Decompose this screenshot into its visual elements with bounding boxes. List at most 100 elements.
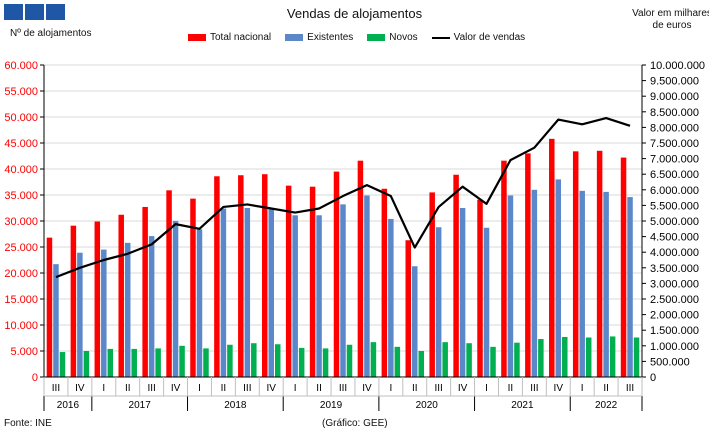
bar-existentes — [148, 236, 155, 377]
x-tick-label: IV — [75, 383, 85, 394]
x-tick-label: II — [221, 383, 227, 394]
bar-novos — [585, 337, 592, 377]
x-tick-label: I — [389, 383, 392, 394]
bar-novos — [490, 346, 496, 377]
bar-novos — [346, 344, 353, 377]
bar-novos — [298, 347, 305, 377]
bar-total-nacional — [357, 160, 364, 377]
bar-novos — [322, 348, 329, 377]
legend-label-existentes: Existentes — [307, 32, 354, 43]
legend-swatch-novos — [367, 34, 386, 41]
logo-square-1 — [4, 4, 23, 20]
y-tick-label: 20.000 — [4, 268, 38, 280]
logo-square-3 — [46, 4, 65, 20]
y2-tick-label: 6.000.000 — [650, 185, 699, 197]
x-tick-label: III — [147, 383, 155, 394]
bar-existentes — [627, 197, 633, 377]
bar-total-nacional — [429, 192, 435, 377]
legend: Total nacional Existentes Novos Valor de… — [188, 32, 525, 43]
y2-tick-label: 9.000.000 — [650, 91, 699, 103]
x-tick-label: II — [125, 383, 131, 394]
year-label: 2022 — [595, 400, 618, 411]
bar-total-nacional — [405, 240, 412, 377]
bar-novos — [394, 346, 401, 377]
x-tick-label: I — [485, 383, 488, 394]
bar-novos — [131, 348, 137, 377]
bar-total-nacional — [309, 186, 316, 377]
y-tick-label: 15.000 — [4, 294, 38, 306]
x-tick-label: IV — [458, 383, 468, 394]
legend-item-novos: Novos — [367, 32, 418, 43]
x-tick-label: I — [102, 383, 105, 394]
y2-tick-label: 5.000.000 — [650, 216, 699, 228]
x-tick-label: III — [626, 383, 634, 394]
bar-existentes — [53, 264, 59, 377]
y2-tick-label: 500.000 — [650, 356, 690, 368]
bar-novos — [59, 352, 66, 377]
y2-tick-label: 10.000.000 — [650, 60, 705, 72]
bar-novos — [155, 348, 161, 377]
y2-tick-label: 0 — [650, 372, 656, 384]
x-tick-label: III — [530, 383, 538, 394]
bar-total-nacional — [214, 176, 220, 377]
year-label: 2018 — [224, 400, 247, 411]
bar-novos — [514, 342, 520, 377]
y-tick-label: 35.000 — [4, 190, 38, 202]
bar-existentes — [244, 208, 251, 377]
bar-total-nacional — [190, 198, 196, 377]
bar-novos — [107, 348, 114, 377]
chart-credit: (Gráfico: GEE) — [322, 418, 388, 429]
line-valor-de-vendas — [55, 116, 631, 279]
bar-existentes — [340, 204, 346, 377]
legend-swatch-total — [188, 34, 206, 41]
bar-existentes — [507, 195, 514, 377]
year-label: 2016 — [57, 400, 80, 411]
x-tick-label: II — [508, 383, 514, 394]
bar-novos — [538, 339, 544, 377]
x-tick-label: I — [294, 383, 297, 394]
bar-total-nacional — [94, 221, 101, 377]
bar-existentes — [316, 215, 322, 377]
bar-total-nacional — [166, 190, 172, 377]
x-tick-label: III — [339, 383, 347, 394]
y-tick-label: 45.000 — [4, 138, 38, 150]
bar-total-nacional — [525, 153, 531, 377]
y-tick-label: 25.000 — [4, 242, 38, 254]
bar-existentes — [603, 191, 609, 377]
bar-novos — [83, 351, 90, 377]
y2-tick-label: 1.000.000 — [650, 341, 699, 353]
bar-novos — [179, 345, 185, 377]
bar-total-nacional — [596, 150, 603, 377]
x-tick-label: IV — [171, 383, 181, 394]
bar-total-nacional — [620, 157, 627, 377]
y2-tick-label: 9.500.000 — [650, 76, 699, 88]
bar-existentes — [555, 179, 562, 377]
bar-existentes — [124, 242, 131, 377]
bar-total-nacional — [285, 185, 292, 377]
legend-item-total: Total nacional — [188, 32, 271, 43]
bar-existentes — [459, 208, 466, 377]
bar-novos — [370, 342, 377, 377]
y2-tick-label: 7.000.000 — [650, 154, 699, 166]
bar-novos — [418, 351, 425, 377]
chart-title: Vendas de alojamentos — [286, 6, 423, 21]
x-tick-label: I — [581, 383, 584, 394]
bar-existentes — [268, 209, 274, 377]
x-tick-label: IV — [554, 383, 564, 394]
legend-swatch-valor — [431, 36, 450, 39]
bar-existentes — [77, 252, 83, 377]
y2-tick-label: 2.500.000 — [650, 294, 699, 306]
legend-label-total: Total nacional — [210, 32, 272, 43]
bar-total-nacional — [333, 171, 340, 377]
y-tick-label: 40.000 — [4, 164, 38, 176]
bar-existentes — [388, 218, 394, 377]
y2-tick-label: 4.500.000 — [650, 232, 699, 244]
year-label: 2020 — [416, 400, 439, 411]
bar-existentes — [364, 195, 370, 377]
y2-tick-label: 2.000.000 — [650, 310, 699, 322]
x-tick-label: IV — [362, 383, 372, 394]
y-tick-label: 50.000 — [4, 112, 38, 124]
bar-total-nacional — [549, 138, 555, 377]
bar-novos — [203, 348, 209, 377]
legend-item-existentes: Existentes — [285, 32, 353, 43]
